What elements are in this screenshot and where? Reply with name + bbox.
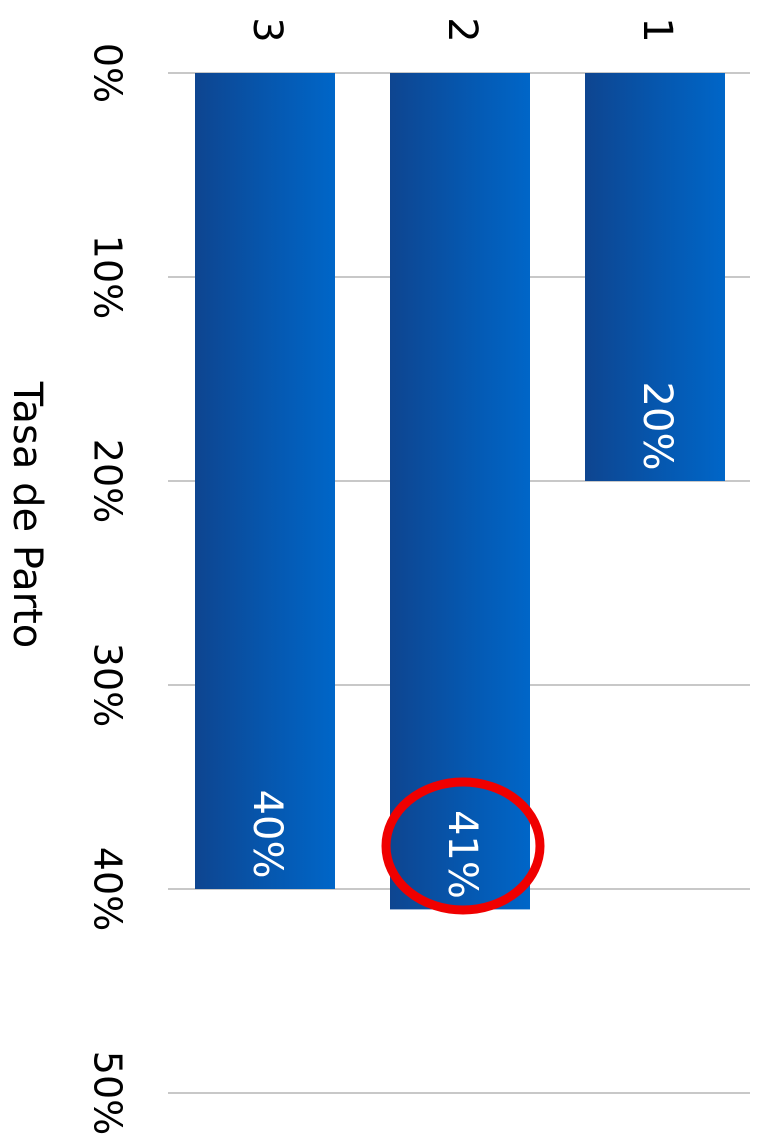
- y-tick-label: 40%: [86, 847, 130, 931]
- y-tick-label: 10%: [86, 235, 130, 319]
- x-tick-label: 2: [439, 17, 485, 42]
- y-tick-label: 30%: [86, 643, 130, 727]
- y-tick-label: 50%: [86, 1051, 130, 1135]
- data-label: 20%: [634, 382, 680, 471]
- y-tick-label: 20%: [86, 439, 130, 523]
- highlight-circle: [381, 777, 545, 915]
- x-tick-label: 1: [634, 17, 680, 42]
- bar: [585, 73, 725, 481]
- data-label: 41%: [439, 810, 485, 899]
- bars: 1 20% 2 41% 3 40%: [195, 17, 725, 910]
- y-tick-label: 0%: [86, 43, 130, 103]
- x-tick-label: 3: [244, 17, 290, 42]
- data-label: 40%: [244, 790, 290, 879]
- bar: [195, 73, 335, 889]
- axis-title: Tasa de Parto: [4, 381, 50, 649]
- bar: [390, 73, 530, 910]
